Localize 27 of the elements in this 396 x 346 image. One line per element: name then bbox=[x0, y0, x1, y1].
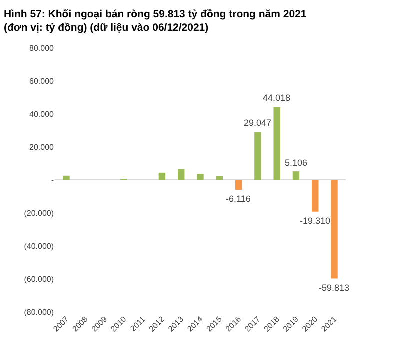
y-tick-label: 80.000 bbox=[30, 44, 55, 53]
y-tick-label: - bbox=[51, 176, 54, 185]
y-tick-label: (80.000) bbox=[24, 308, 54, 317]
bar bbox=[63, 176, 70, 180]
y-tick-label: (60.000) bbox=[24, 274, 54, 284]
bar bbox=[216, 176, 223, 180]
bar bbox=[178, 169, 185, 180]
y-tick-label: 20.000 bbox=[30, 142, 55, 152]
data-label: 44.018 bbox=[263, 93, 291, 103]
data-label: -19.310 bbox=[300, 216, 331, 226]
data-label: 29.047 bbox=[244, 118, 272, 128]
y-tick-label: 60.000 bbox=[30, 76, 55, 86]
bar bbox=[312, 180, 319, 212]
bar bbox=[274, 107, 280, 180]
data-label: 5.106 bbox=[285, 158, 308, 168]
y-tick-label: (40.000) bbox=[24, 242, 54, 251]
bar bbox=[254, 132, 262, 180]
data-label: -59.813 bbox=[319, 283, 350, 293]
bar bbox=[235, 180, 242, 190]
y-tick-label: 40.000 bbox=[30, 110, 55, 119]
y-tick-label: (20.000) bbox=[24, 208, 54, 218]
bar bbox=[331, 180, 338, 279]
bar bbox=[292, 172, 300, 180]
data-label: -6.116 bbox=[226, 194, 251, 204]
bar bbox=[158, 172, 166, 180]
chart-title: Hình 57: Khối ngoại bán ròng 59.813 tỷ đồng trong năm 2021 (đơn vị: tỷ đồng) (dữ liệu vào 06/12/2021) bbox=[4, 8, 307, 34]
bar bbox=[197, 174, 204, 180]
